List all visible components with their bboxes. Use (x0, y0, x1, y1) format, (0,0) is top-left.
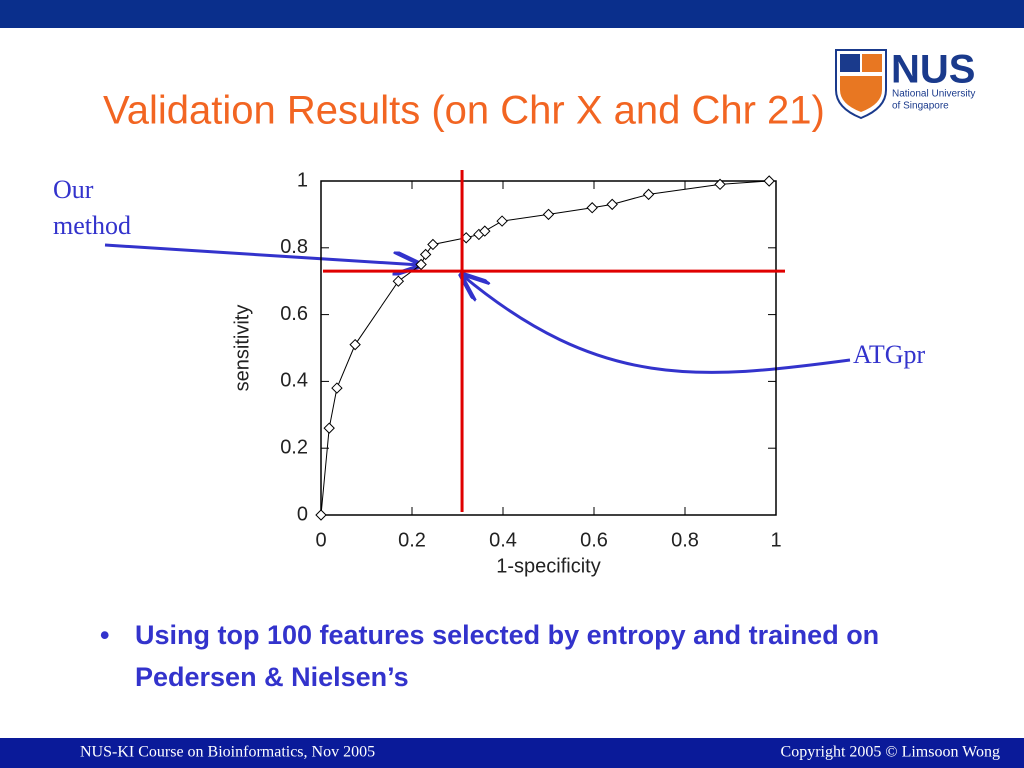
point (542, 208, 555, 221)
x-tick-label: 0.2 (398, 529, 426, 551)
top-bar (0, 0, 1024, 28)
annotation: Our method (53, 175, 131, 240)
series-line (320, 180, 770, 516)
point (586, 202, 598, 214)
y-axis-label: sensitivity (231, 305, 253, 392)
point (315, 509, 327, 521)
y-tick-label: 0.2 (280, 436, 308, 458)
arrow (104, 243, 420, 265)
point (763, 175, 775, 187)
point (714, 178, 726, 191)
x-tick-label: 0 (315, 529, 326, 551)
footer-left: NUS-KI Course on Bioinformatics, Nov 200… (80, 744, 375, 761)
logo-line: of Singapore (892, 101, 949, 112)
y-tick-label: 0.4 (280, 370, 308, 392)
point (479, 225, 491, 237)
y-tick-label: 0.8 (280, 236, 308, 258)
point (331, 382, 343, 394)
y-tick-label: 0.6 (280, 303, 308, 325)
annotation: ATGpr (853, 340, 926, 369)
arrow (462, 275, 851, 374)
x-tick-label: 0.8 (671, 529, 699, 551)
plot-frame (320, 180, 777, 516)
x-tick-label: 0.4 (489, 529, 517, 551)
x-tick-label: 1 (770, 529, 781, 551)
bullet-dot: • (100, 620, 110, 650)
y-tick-label: 0 (297, 503, 308, 525)
x-tick-label: 0.6 (580, 529, 608, 551)
point (415, 258, 427, 271)
slide-title: Validation Results (on Chr X and Chr 21) (103, 89, 825, 133)
footer-right: Copyright 2005 © Limsoon Wong (781, 744, 1000, 761)
point (427, 238, 439, 251)
point (419, 248, 432, 261)
bullet-text: Using top 100 features selected by entro… (135, 620, 880, 692)
point (642, 188, 655, 201)
x-axis-label: 1-specificity (496, 555, 600, 577)
point (349, 338, 361, 351)
footer-bar (0, 738, 1024, 768)
point (496, 215, 508, 227)
point (392, 275, 405, 287)
logo-name: NUS (891, 48, 975, 92)
logo-shield (835, 49, 887, 120)
y-tick-label: 1 (297, 169, 308, 191)
point (606, 198, 618, 211)
point (323, 422, 335, 434)
logo-line: National University (892, 89, 975, 100)
